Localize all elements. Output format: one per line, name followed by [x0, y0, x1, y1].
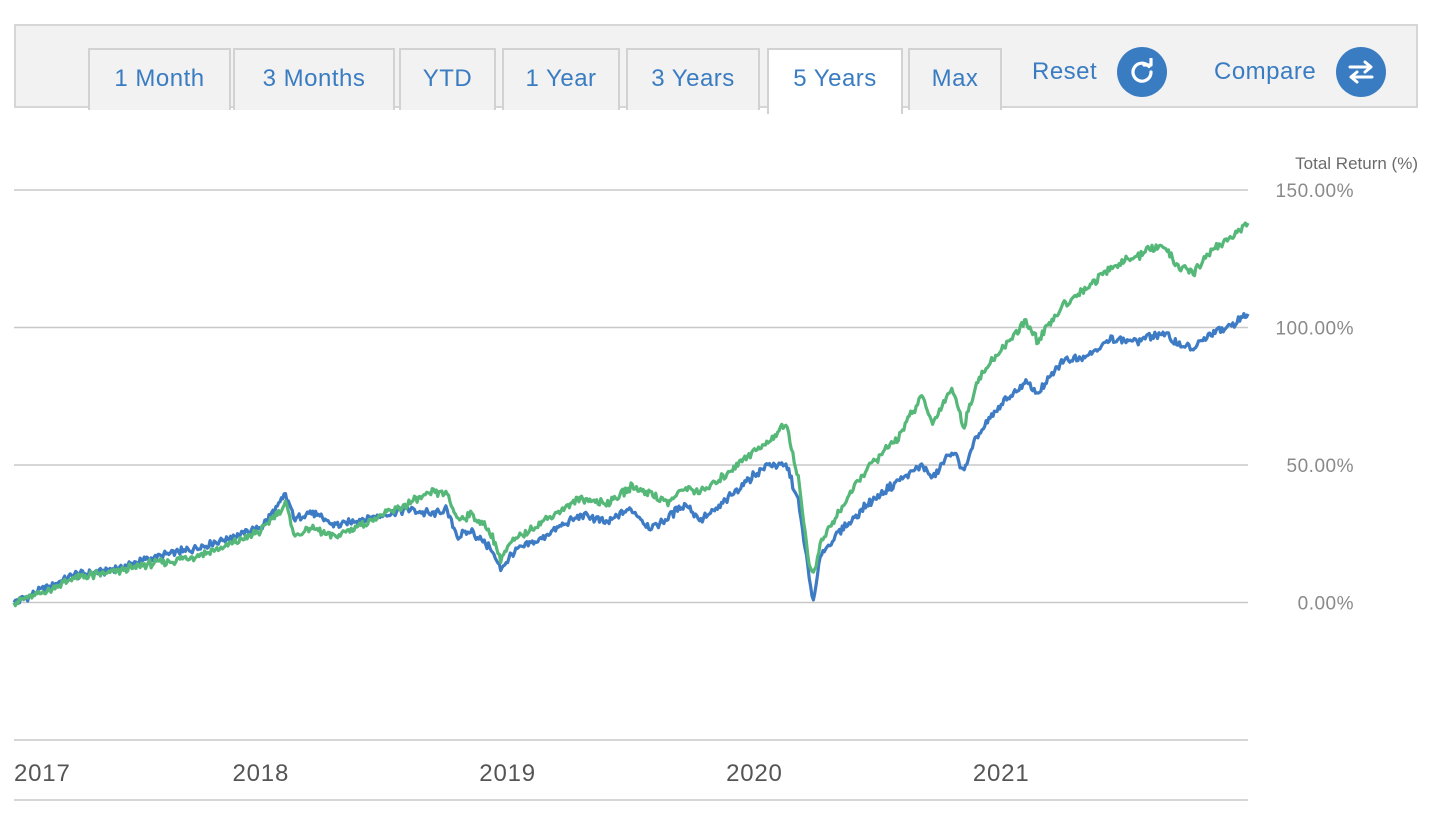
y-tick-labels: 150.00% 100.00% 50.00% 0.00%: [1275, 181, 1354, 615]
tab-1-month[interactable]: 1 Month: [88, 48, 231, 110]
range-toolbar: 1 Month 3 Months YTD 1 Year 3 Years 5 Ye…: [14, 24, 1418, 114]
tab-3-months[interactable]: 3 Months: [233, 48, 395, 110]
x-tick-label: 2020: [726, 760, 783, 787]
tab-max[interactable]: Max: [908, 48, 1002, 110]
y-tick-label: 150.00%: [1275, 181, 1354, 202]
series-line-2: [12, 221, 1250, 608]
y-tick-label: 100.00%: [1275, 319, 1354, 340]
reset-label: Reset: [1032, 58, 1098, 85]
x-tick-label: 2019: [479, 760, 536, 787]
tab-5-years[interactable]: 5 Years: [767, 48, 903, 114]
refresh-icon: [1117, 47, 1168, 97]
y-tick-label: 50.00%: [1287, 456, 1354, 477]
compare-label: Compare: [1214, 58, 1317, 85]
tab-3-years[interactable]: 3 Years: [626, 48, 760, 110]
y-axis-title: Total Return (%): [1295, 154, 1418, 173]
x-tick-label: 2018: [233, 760, 290, 787]
compare-button[interactable]: Compare: [1214, 46, 1387, 98]
x-tick-labels: 2017 2018 2019 2020 2021: [14, 760, 1029, 787]
reset-button[interactable]: Reset: [1032, 46, 1168, 98]
tab-1-year[interactable]: 1 Year: [502, 48, 620, 110]
series-layer: [12, 221, 1250, 608]
y-tick-label: 0.00%: [1298, 594, 1354, 615]
grid-layer: [14, 189, 1248, 801]
x-tick-label: 2017: [14, 760, 71, 787]
tab-ytd[interactable]: YTD: [399, 48, 496, 110]
series-line-1: [12, 312, 1250, 605]
swap-arrows-icon: [1336, 47, 1387, 97]
x-tick-label: 2021: [973, 760, 1030, 787]
